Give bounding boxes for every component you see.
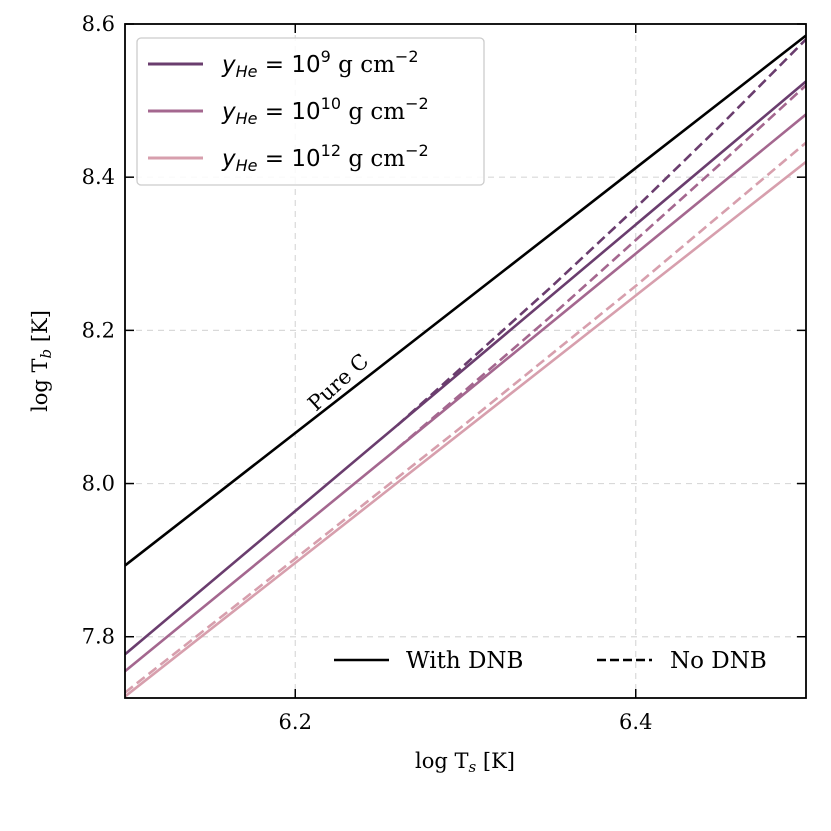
legend-upper-box [136,37,485,186]
x-tick-label: 6.2 [279,710,312,734]
y-tick-label: 8.6 [82,12,115,36]
y-tick-label: 8.2 [82,318,115,342]
series-line [125,80,806,656]
y-tick-label: 7.8 [82,625,115,649]
pure-c-annotation: Pure C [303,349,373,416]
legend-no-dnb-label: No DNB [670,648,767,674]
legend-lower: With DNB No DNB [334,648,767,674]
series-line [125,113,806,673]
legend-with-dnb-label: With DNB [406,648,523,674]
legend-upper: yHe = 109 g cm−2 yHe = 1010 g cm−2 yHe = 1… [136,37,485,186]
series-line [396,38,806,427]
series-line [125,34,806,567]
series-line [125,160,806,698]
series-group [125,34,806,698]
series-line [125,141,806,694]
y-tick-label: 8.0 [82,472,115,496]
legend-upper-label: yHe = 1010 g cm−2 [221,94,429,128]
plot-frame [124,23,807,699]
series-line [396,84,806,450]
ticks: 6.2 6.4 7.8 8.0 8.2 8.4 8.6 [82,12,806,734]
x-tick-label: 6.4 [619,710,652,734]
legend-upper-label: yHe = 109 g cm−2 [221,47,419,81]
legend-upper-label: yHe = 1012 g cm−2 [221,141,429,175]
x-axis-label: log Ts [K] [415,749,515,776]
y-tick-label: 8.4 [82,165,115,189]
y-axis-label: log Tb [K] [28,310,55,412]
